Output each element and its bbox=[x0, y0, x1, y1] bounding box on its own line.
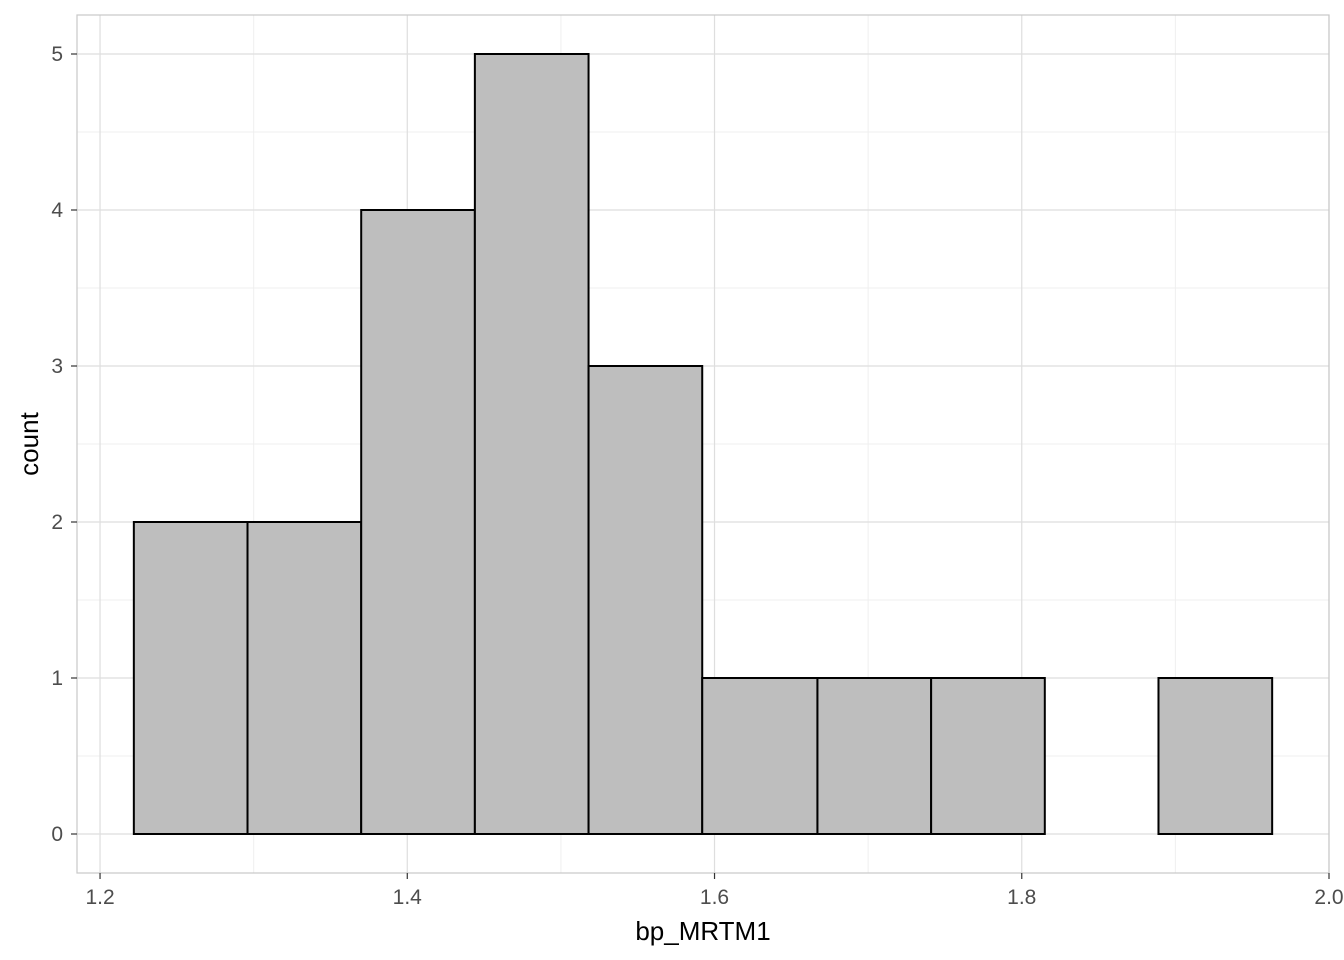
histogram-bar-3 bbox=[360, 209, 476, 835]
panel-border bbox=[76, 14, 1330, 874]
y-tick-label: 5 bbox=[51, 43, 63, 66]
histogram-bar-6 bbox=[701, 677, 819, 835]
x-axis-ticks: 1.2 1.4 1.6 1.8 2.0 bbox=[85, 873, 1344, 909]
histogram-bar-1 bbox=[132, 521, 249, 835]
histogram-bars bbox=[132, 53, 1274, 835]
histogram-bar-10 bbox=[1157, 677, 1274, 835]
histogram-bar-4 bbox=[473, 53, 590, 835]
x-tick-label: 2.0 bbox=[1314, 886, 1343, 909]
x-axis-title: bp_MRTM1 bbox=[635, 916, 770, 946]
y-tick-label: 1 bbox=[51, 667, 63, 690]
y-tick-label: 4 bbox=[51, 199, 63, 222]
y-tick-label: 2 bbox=[51, 511, 63, 534]
histogram-bar-2 bbox=[246, 521, 363, 835]
y-axis-ticks: 0 1 2 3 4 5 bbox=[51, 43, 77, 846]
x-tick-label: 1.8 bbox=[1007, 886, 1036, 909]
x-tick-label: 1.4 bbox=[393, 886, 423, 909]
y-axis-title: count bbox=[14, 411, 44, 475]
histogram-bar-8 bbox=[930, 677, 1046, 835]
x-tick-label: 1.2 bbox=[85, 886, 114, 909]
y-tick-label: 0 bbox=[51, 823, 63, 846]
histogram-bar-7 bbox=[816, 677, 933, 835]
x-tick-label: 1.6 bbox=[700, 886, 729, 909]
y-tick-label: 3 bbox=[51, 355, 63, 378]
histogram-bar-5 bbox=[587, 365, 704, 835]
